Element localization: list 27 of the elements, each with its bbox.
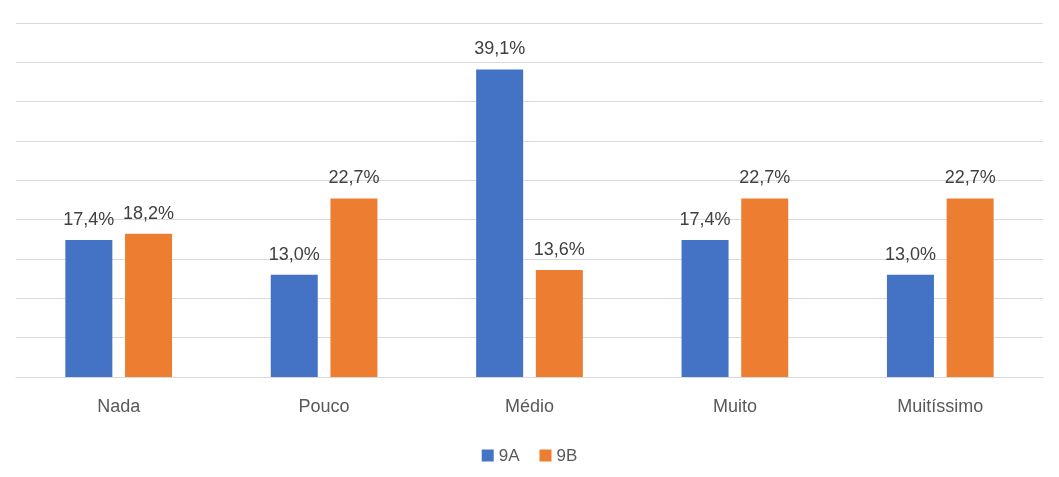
data-label: 13,6%	[533, 239, 585, 260]
x-tick-label: Nada	[97, 396, 142, 416]
legend-label: 9B	[556, 446, 578, 465]
bar	[125, 233, 173, 377]
data-label: 18,2%	[123, 202, 175, 223]
data-label: 22,7%	[328, 167, 380, 188]
data-label: 17,4%	[63, 209, 115, 230]
bar	[476, 69, 524, 377]
x-tick-label: Muitíssimo	[897, 396, 984, 416]
data-label: 39,1%	[474, 38, 526, 59]
bar	[270, 274, 318, 377]
data-label: 17,4%	[679, 209, 731, 230]
x-tick-label: Pouco	[298, 396, 350, 416]
bar	[65, 240, 113, 377]
bar	[886, 274, 934, 377]
legend-label: 9A	[498, 446, 521, 465]
x-tick-label: Muito	[712, 396, 757, 416]
data-label: 22,7%	[944, 167, 996, 188]
bar	[535, 270, 583, 377]
data-label: 13,0%	[268, 243, 320, 264]
data-label: 13,0%	[884, 243, 936, 264]
bar	[946, 198, 994, 377]
x-tick-label: Médio	[504, 396, 555, 416]
data-label: 22,7%	[739, 167, 791, 188]
bar	[681, 240, 729, 377]
bar	[330, 198, 378, 377]
bar	[741, 198, 789, 377]
